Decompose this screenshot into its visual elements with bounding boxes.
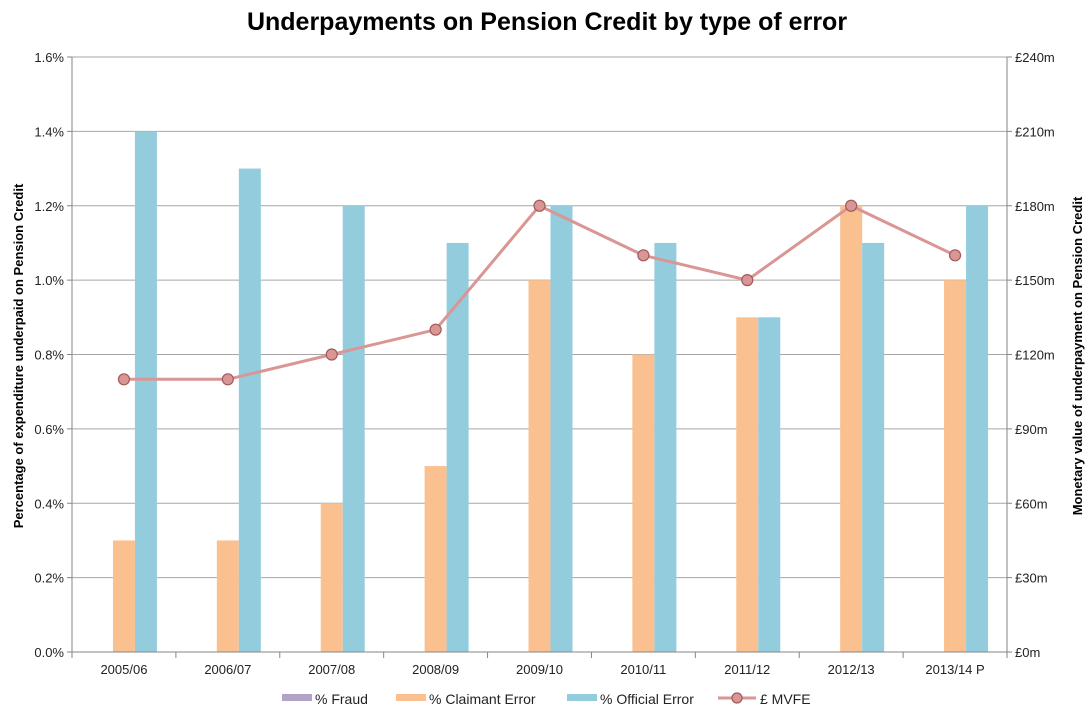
legend: % Fraud % Claimant Error % Official Error £… (282, 691, 811, 707)
y-tick-label: 1.0% (34, 273, 64, 288)
bar (758, 317, 781, 652)
y-tick-label: 0.6% (34, 422, 64, 437)
legend-swatch (567, 694, 597, 701)
line-point (741, 274, 754, 287)
axes-group: 0.0% £0m 0.2% £30m 0.4% £60m 0.6% £90m 0.8% £120m… (34, 50, 1054, 677)
bar (216, 540, 239, 652)
bar (238, 168, 261, 652)
bars-group (112, 131, 989, 652)
y2-tick-label: £150m (1015, 273, 1055, 288)
legend-marker (731, 692, 743, 704)
line-point (429, 323, 442, 336)
x-tick-label: 2009/10 (516, 662, 563, 677)
legend-swatch (396, 694, 426, 701)
y2-tick-label: £210m (1015, 124, 1055, 139)
line-point (325, 348, 338, 361)
y2-tick-label: £60m (1015, 496, 1048, 511)
bar (862, 242, 885, 652)
bar (112, 540, 135, 652)
line-point (533, 199, 546, 212)
bar (736, 317, 759, 652)
line-point (845, 199, 858, 212)
x-tick-label: 2010/11 (620, 662, 666, 677)
bar (632, 354, 655, 652)
bar (320, 503, 343, 652)
chart-title: Underpayments on Pension Credit by type … (247, 8, 847, 36)
bar (528, 280, 551, 652)
y-tick-label: 1.2% (34, 199, 64, 214)
line-point (221, 373, 234, 386)
line-point (117, 373, 131, 386)
bar (446, 242, 469, 652)
bar (424, 466, 447, 652)
line-series-group (117, 199, 962, 386)
y2-tick-label: £30m (1015, 571, 1048, 586)
y-tick-label: 1.4% (34, 124, 64, 139)
legend-label: £ MVFE (760, 691, 811, 707)
x-tick-label: 2005/06 (100, 662, 147, 677)
x-tick-label: 2007/08 (308, 662, 355, 677)
y-tick-label: 0.2% (34, 571, 64, 586)
y-tick-label: 0.4% (34, 496, 64, 511)
y2-tick-label: £240m (1015, 50, 1055, 65)
bar (134, 131, 157, 652)
bar (654, 242, 677, 652)
line-point (637, 249, 650, 262)
y2-tick-label: £120m (1015, 348, 1055, 363)
bar (944, 280, 967, 652)
legend-swatch (282, 694, 312, 701)
legend-label: % Claimant Error (429, 691, 536, 707)
bar (550, 205, 573, 652)
bar (966, 205, 989, 652)
y2-tick-label: £0m (1015, 645, 1040, 660)
legend-label: % Fraud (315, 691, 368, 707)
legend-label: % Official Error (600, 691, 694, 707)
y-axis-label: Percentage of expenditure underpaid on P… (11, 183, 26, 528)
y2-tick-label: £180m (1015, 199, 1055, 214)
bar (342, 205, 365, 652)
y2-axis-label: Monetary value of underpayment on Pensio… (1070, 196, 1085, 515)
x-tick-label: 2006/07 (204, 662, 251, 677)
y-tick-label: 0.8% (34, 348, 64, 363)
y-tick-label: 1.6% (34, 50, 64, 65)
x-tick-label: 2012/13 (828, 662, 875, 677)
x-tick-label: 2011/12 (724, 662, 770, 677)
y-tick-label: 0.0% (34, 645, 64, 660)
x-tick-label: 2008/09 (412, 662, 459, 677)
line-point (948, 249, 962, 262)
bar (840, 205, 863, 652)
y2-tick-label: £90m (1015, 422, 1048, 437)
x-tick-label: 2013/14 P (925, 662, 984, 677)
